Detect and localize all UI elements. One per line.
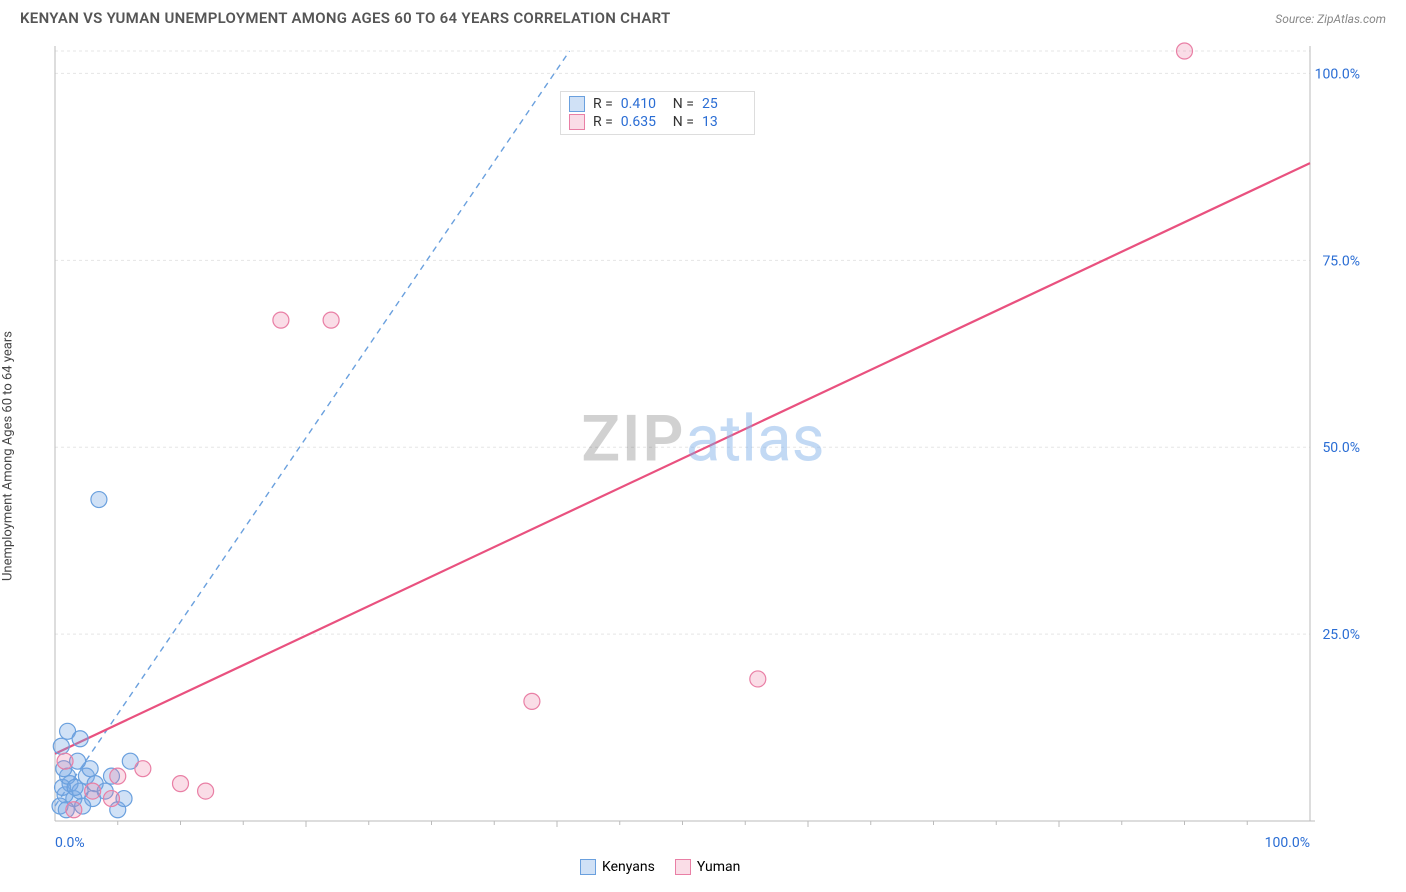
svg-text:0.0%: 0.0% (55, 835, 85, 851)
stats-legend: R = 0.410 N = 25 R = 0.635 N = 13 (560, 91, 755, 135)
scatter-plot: 25.0% 50.0% 75.0% 100.0% 0.0% 100.0% (0, 31, 1406, 881)
stat-r-value: 0.635 (621, 114, 665, 130)
svg-text:75.0%: 75.0% (1322, 253, 1360, 269)
chart-source: Source: ZipAtlas.com (1275, 8, 1386, 27)
legend-swatch (569, 114, 585, 130)
legend-swatch (580, 859, 596, 875)
legend-swatch (675, 859, 691, 875)
legend-label: Yuman (697, 859, 740, 875)
series-legend: Kenyans Yuman (580, 859, 740, 875)
legend-item: Kenyans (580, 859, 655, 875)
legend-swatch (569, 96, 585, 112)
stat-n-value: 13 (702, 114, 746, 130)
chart-header: KENYAN VS YUMAN UNEMPLOYMENT AMONG AGES … (0, 0, 1406, 31)
stat-r-label: R = (593, 114, 613, 130)
chart-area: Unemployment Among Ages 60 to 64 years 2… (0, 31, 1406, 881)
legend-label: Kenyans (602, 859, 655, 875)
stat-n-label: N = (673, 96, 694, 112)
stat-n-label: N = (673, 114, 694, 130)
legend-item: Yuman (675, 859, 740, 875)
svg-text:100.0%: 100.0% (1315, 66, 1360, 82)
svg-text:50.0%: 50.0% (1322, 440, 1360, 456)
stats-row: R = 0.635 N = 13 (569, 114, 746, 130)
stat-r-label: R = (593, 96, 613, 112)
source-prefix: Source: (1275, 12, 1317, 26)
stat-r-value: 0.410 (621, 96, 665, 112)
stat-n-value: 25 (702, 96, 746, 112)
source-name: ZipAtlas.com (1317, 12, 1386, 26)
svg-text:25.0%: 25.0% (1322, 627, 1360, 643)
stats-row: R = 0.410 N = 25 (569, 96, 746, 112)
y-axis-label: Unemployment Among Ages 60 to 64 years (1, 331, 16, 581)
chart-title: KENYAN VS YUMAN UNEMPLOYMENT AMONG AGES … (20, 9, 671, 27)
svg-text:100.0%: 100.0% (1265, 835, 1310, 851)
